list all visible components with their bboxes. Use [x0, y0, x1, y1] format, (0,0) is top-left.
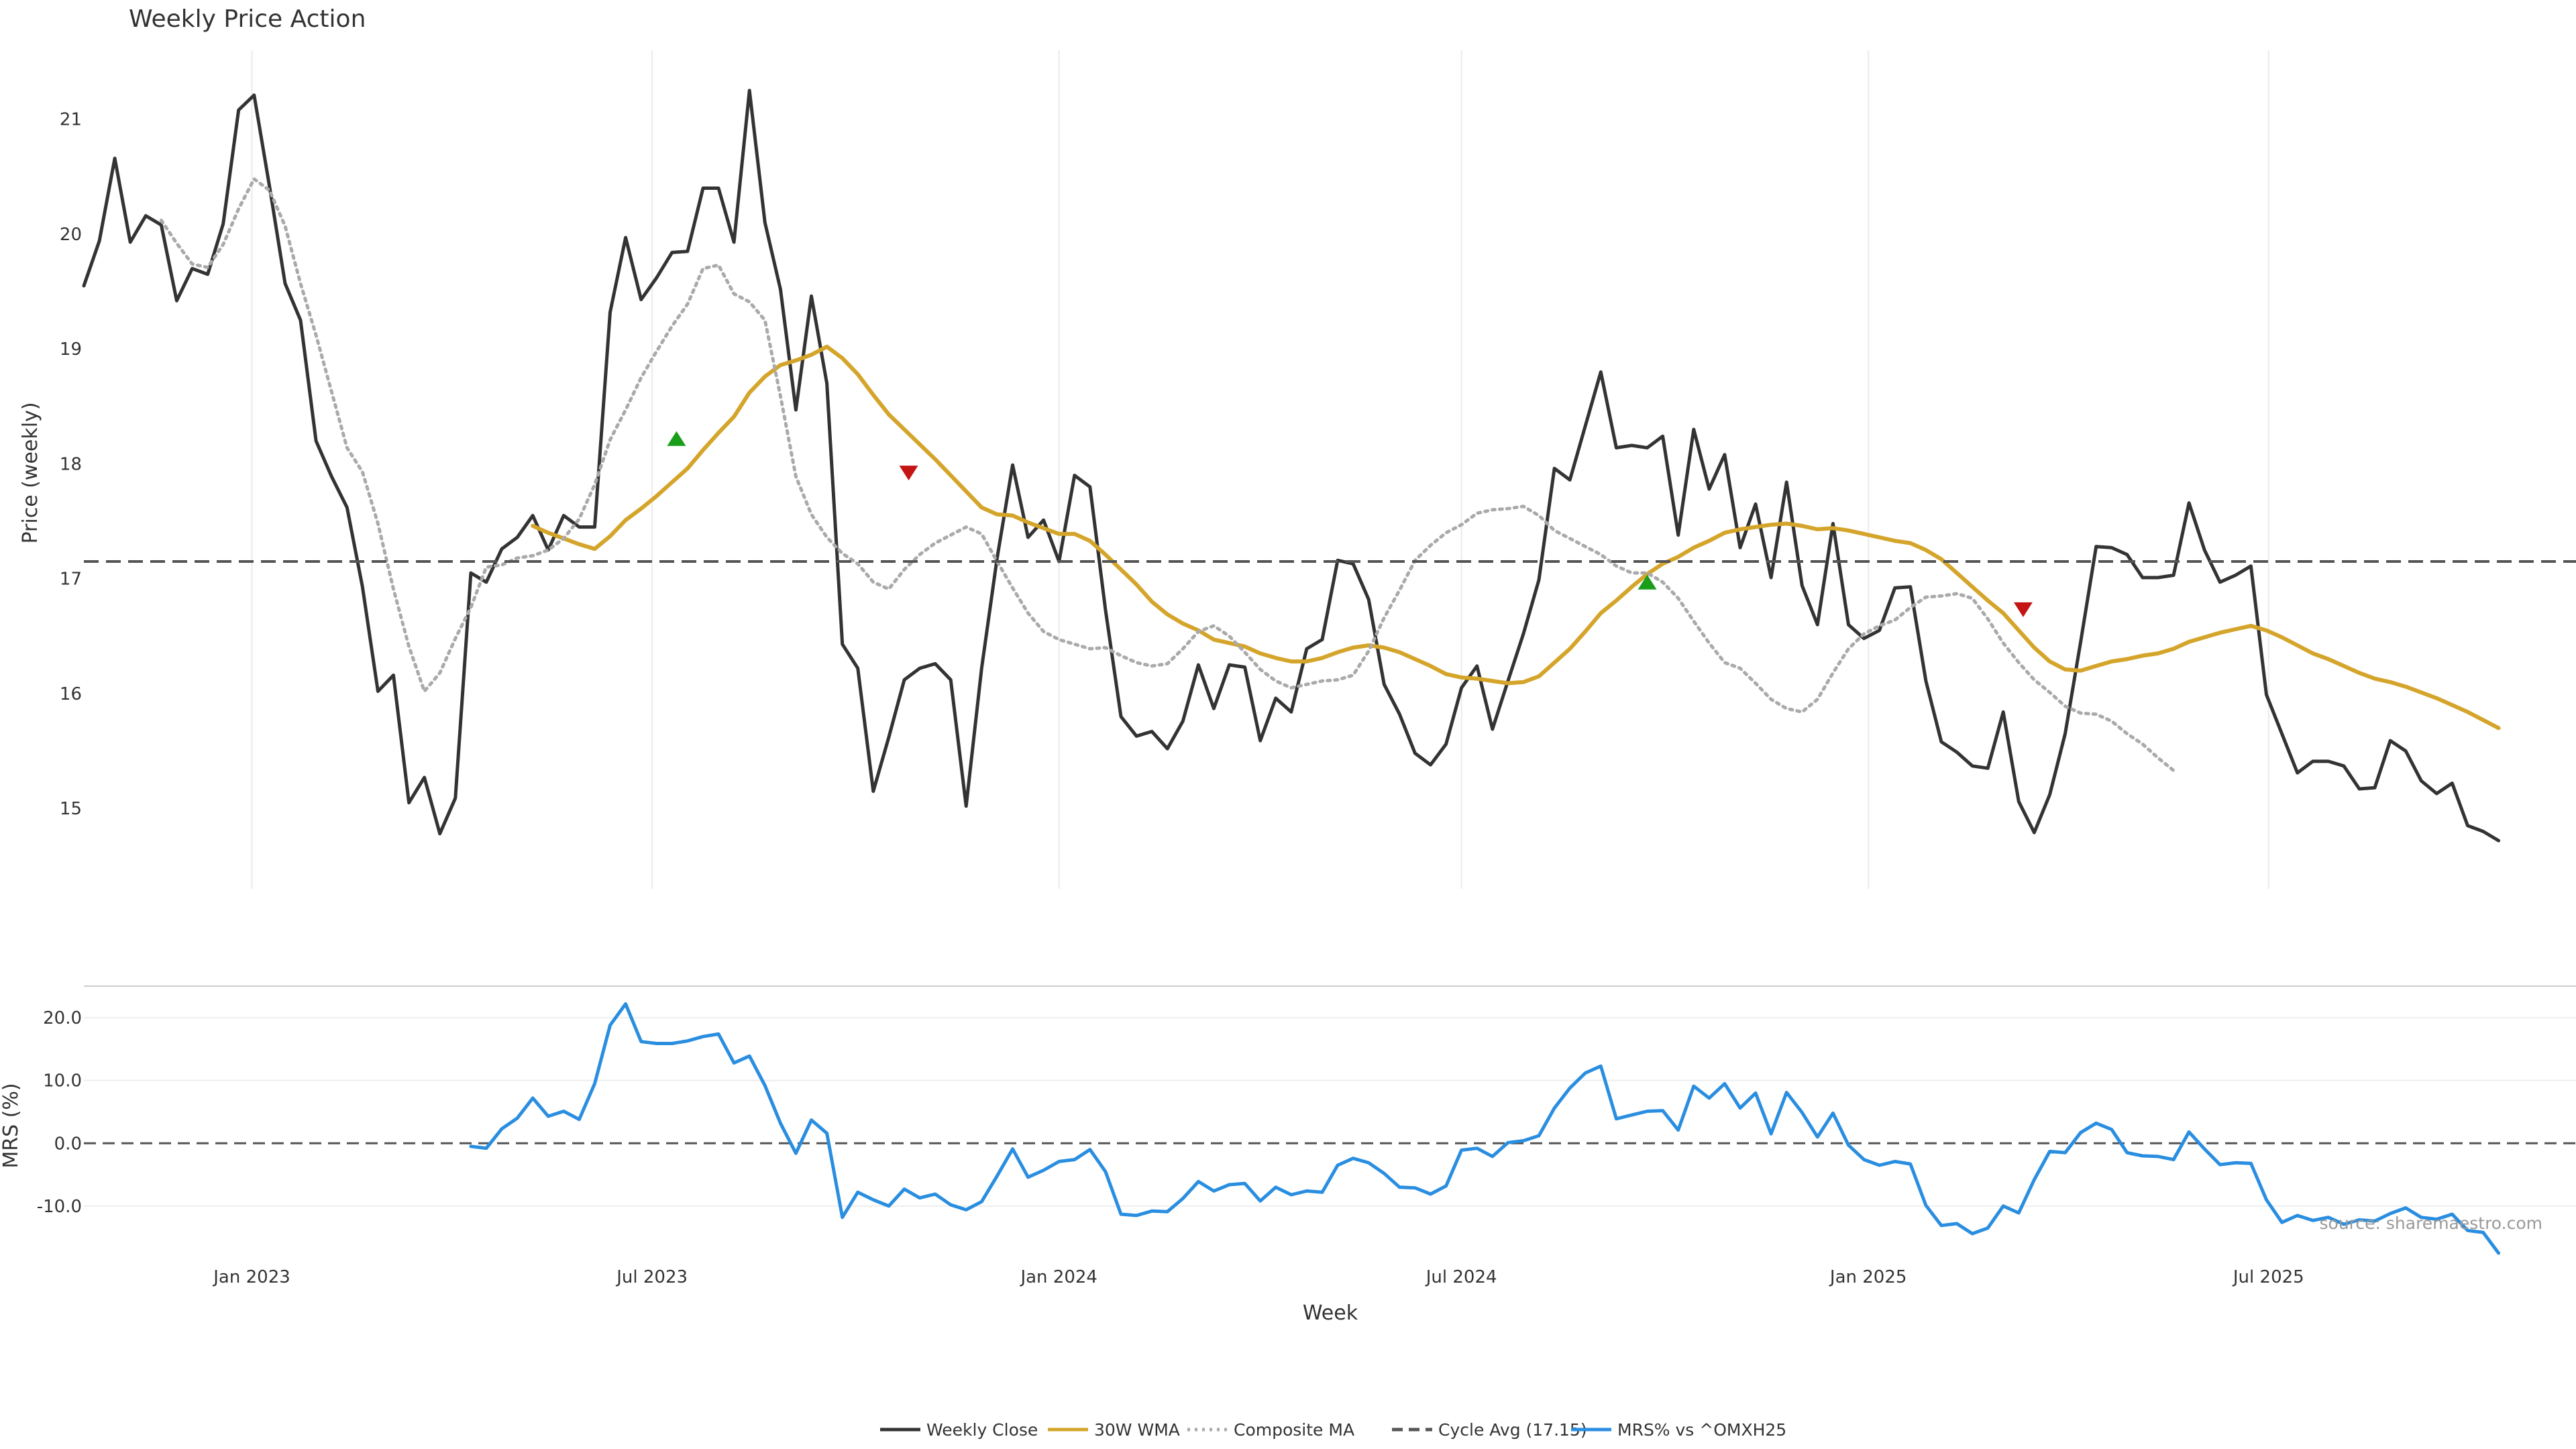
price-series-lines	[82, 89, 2576, 843]
price-y-tick-label: 20	[60, 225, 82, 245]
signal-down-marker	[2013, 602, 2033, 617]
legend-item: Weekly Close	[880, 1420, 1038, 1440]
price-y-tick-label: 21	[60, 110, 82, 130]
mrs-y-axis-label: MRS (%)	[0, 1083, 23, 1168]
price-y-tick-label: 19	[60, 339, 82, 360]
series-line-composite-ma	[159, 177, 2176, 773]
mrs-y-tick-label: 0.0	[54, 1134, 82, 1154]
mrs-y-tick-label: -10.0	[37, 1197, 82, 1217]
series-line-weekly-close	[82, 89, 2501, 843]
x-tick-label: Jul 2023	[615, 1267, 688, 1287]
legend-label: Composite MA	[1234, 1420, 1354, 1440]
price-y-tick-label: 16	[60, 684, 82, 704]
source-note: source: sharemaestro.com	[2320, 1214, 2543, 1233]
legend-label: MRS% vs ^OMXH25	[1617, 1420, 1786, 1440]
x-axis-label: Week	[1303, 1301, 1358, 1325]
legend-label: 30W WMA	[1094, 1420, 1180, 1440]
legend-item: MRS% vs ^OMXH25	[1571, 1420, 1786, 1440]
legend-label: Cycle Avg (17.15)	[1438, 1420, 1587, 1440]
price-panel: 15 16 17 18 19 20 21	[60, 50, 2576, 889]
chart-title: Weekly Price Action	[129, 5, 366, 33]
mrs-y-ticks: 20.0 10.0 0.0 -10.0	[37, 1008, 82, 1217]
mrs-panel: 20.0 10.0 0.0 -10.0	[37, 1002, 2576, 1255]
mrs-y-tick-label: 10.0	[43, 1071, 82, 1091]
price-y-tick-label: 18	[60, 454, 82, 474]
mrs-y-gridlines	[84, 1017, 2576, 1207]
legend: Weekly Close 30W WMA Composite MA Cycle Avg…	[880, 1420, 1786, 1440]
x-tick-label: Jan 2025	[1829, 1267, 1907, 1287]
price-y-tick-label: 15	[60, 799, 82, 819]
legend-item: Composite MA	[1187, 1420, 1354, 1440]
series-line-30w-wma	[531, 344, 2501, 731]
price-y-axis-label: Price (weekly)	[19, 402, 42, 543]
signal-down-marker	[899, 466, 918, 481]
price-y-tick-label: 17	[60, 570, 82, 590]
price-x-gridlines	[251, 50, 2269, 889]
series-line-mrs	[469, 1002, 2501, 1255]
signal-markers	[667, 431, 2033, 617]
x-tick-label: Jan 2024	[1019, 1267, 1097, 1287]
mrs-series-line	[469, 1002, 2501, 1255]
legend-item: Cycle Avg (17.15)	[1392, 1420, 1587, 1440]
signal-up-marker	[667, 431, 686, 446]
x-tick-label: Jul 2024	[1425, 1267, 1497, 1287]
legend-label: Weekly Close	[926, 1420, 1038, 1440]
legend-item: 30W WMA	[1048, 1420, 1180, 1440]
x-axis-ticks: Jan 2023 Jul 2023 Jan 2024 Jul 2024 Jan 2025…	[212, 1267, 2304, 1287]
mrs-y-tick-label: 20.0	[43, 1008, 82, 1028]
price-y-ticks: 15 16 17 18 19 20 21	[60, 110, 82, 819]
x-tick-label: Jan 2023	[212, 1267, 290, 1287]
signal-up-marker	[1638, 574, 1657, 590]
x-tick-label: Jul 2025	[2232, 1267, 2304, 1287]
